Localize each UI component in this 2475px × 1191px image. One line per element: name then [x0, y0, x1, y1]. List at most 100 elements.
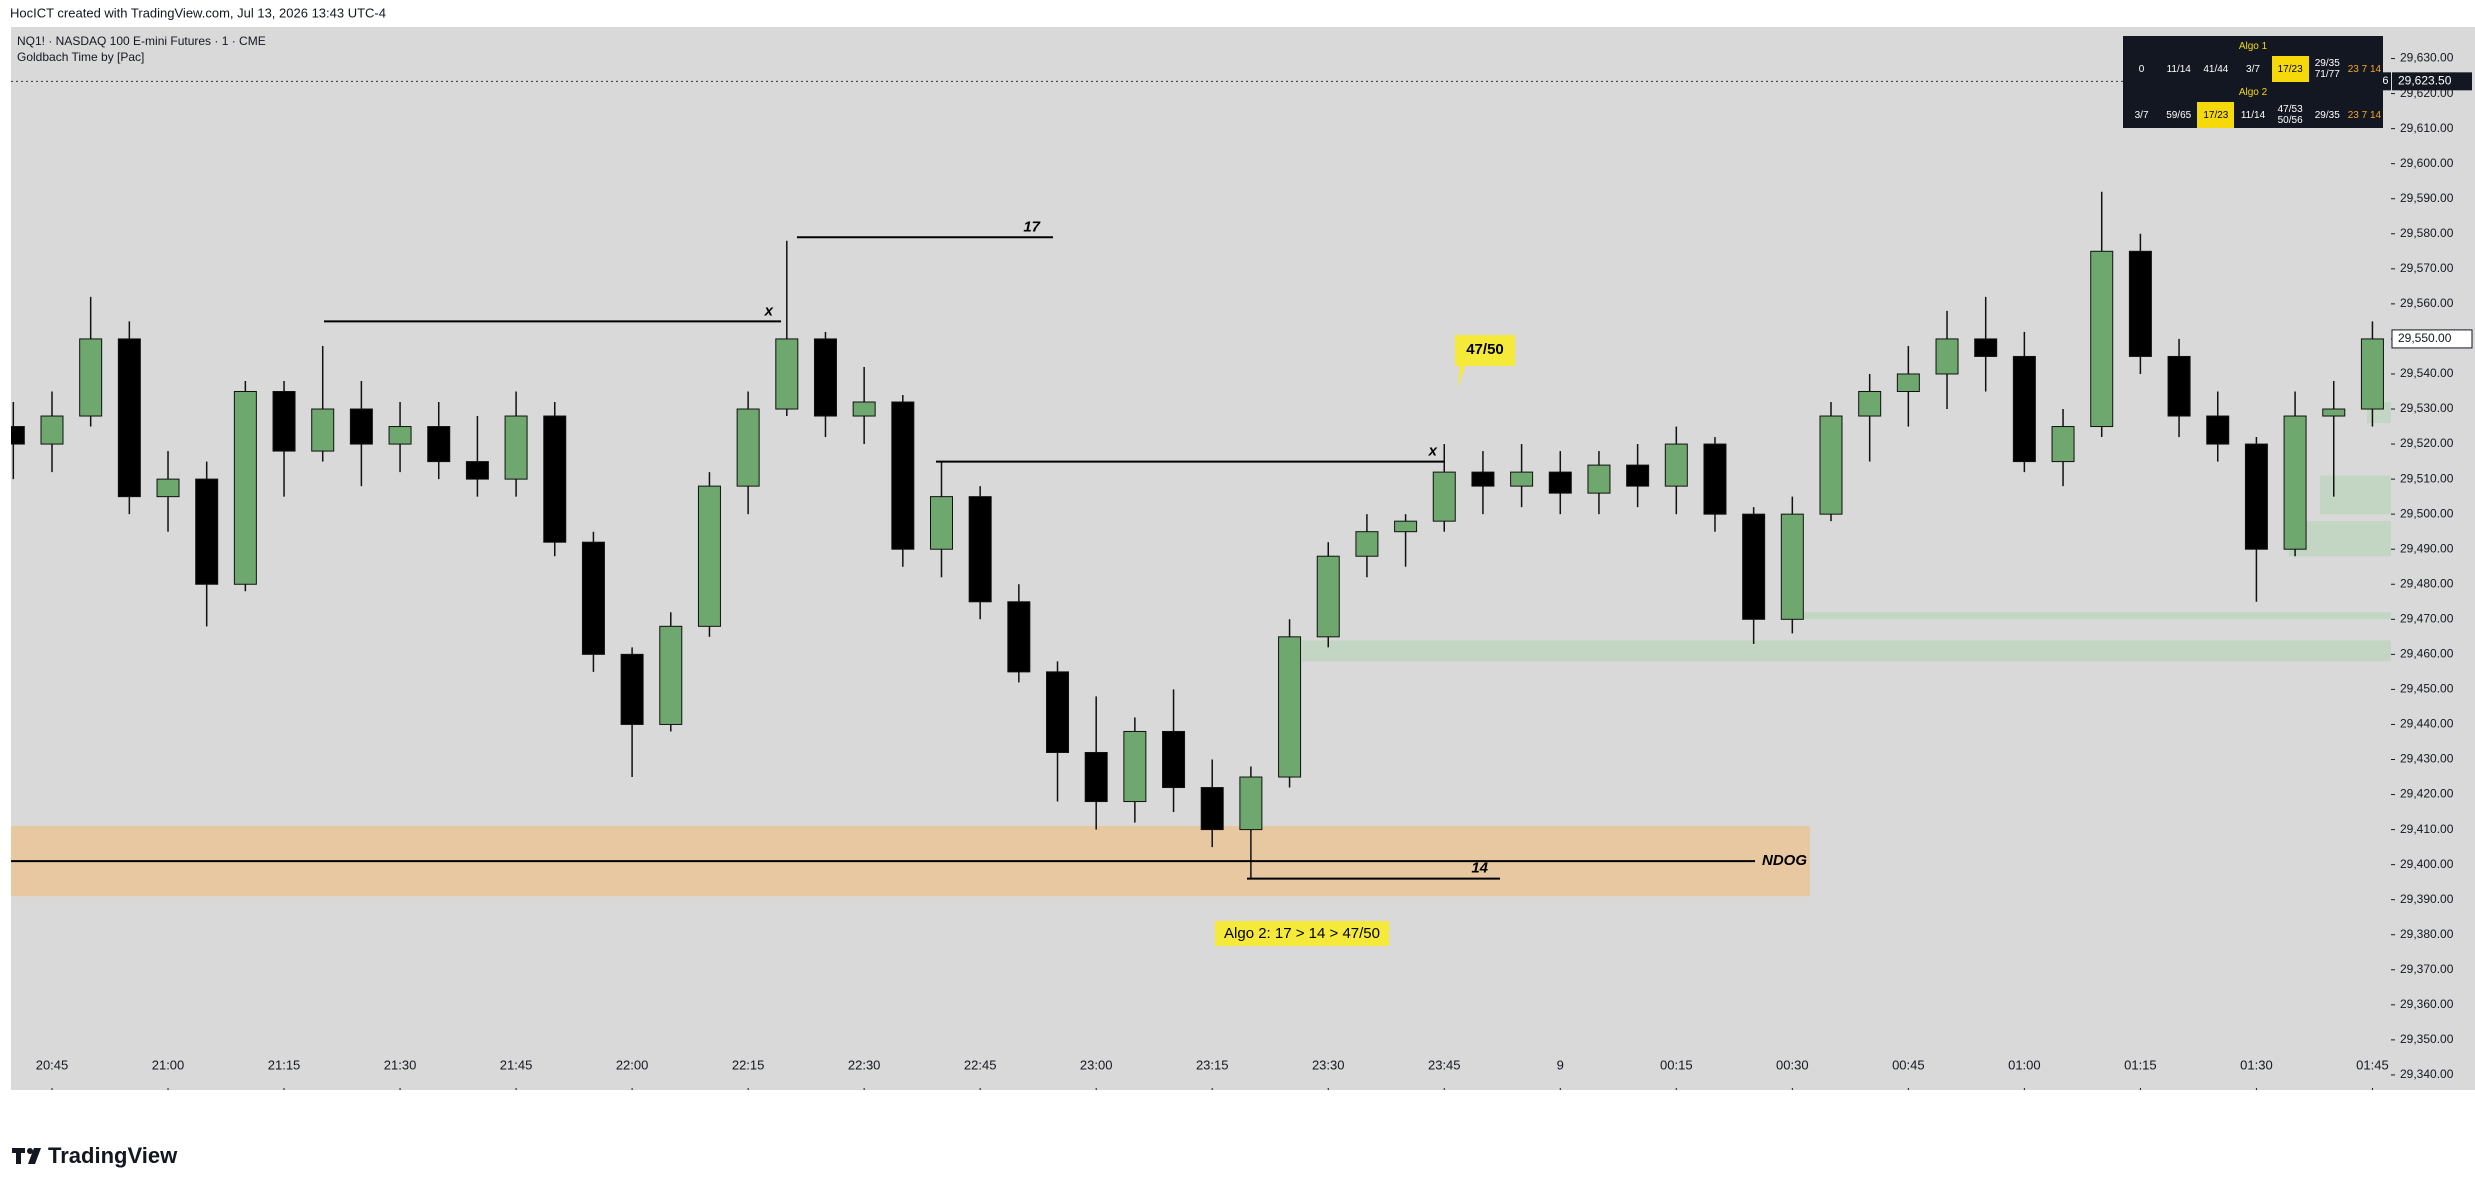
table-cell: 41/44 [2203, 63, 2229, 75]
candle-body [388, 426, 412, 445]
candle-body [891, 401, 915, 550]
candle-body [504, 415, 528, 480]
candle-body [1780, 513, 1804, 620]
callout-label: 47/50 [1466, 341, 1504, 358]
candle-body [1432, 471, 1456, 522]
candle-body [1896, 373, 1920, 392]
x-tick-label: 21:15 [268, 1057, 301, 1072]
table-row: 3/7 59/65 17/23 11/14 47/53 50/56 29/35 23 7 1… [2123, 102, 2383, 128]
candle-body [465, 461, 489, 480]
table-cell: Algo 2 [2238, 86, 2268, 98]
candle-body [697, 485, 721, 627]
table-cell: 47/53 50/56 [2277, 104, 2303, 126]
candle-body [1626, 464, 1650, 487]
candle-body [311, 408, 335, 452]
candle-body [233, 390, 257, 585]
candle-body [1046, 671, 1070, 753]
candle-body [1123, 730, 1147, 803]
table-cell: 29/35 [2314, 109, 2340, 121]
y-tick-label: 29,510.00 [2400, 471, 2454, 485]
candle-body [1974, 338, 1998, 357]
candle-body [1084, 751, 1108, 803]
table-cell: 11/14 [2166, 63, 2191, 75]
x-tick-label: 21:30 [384, 1057, 417, 1072]
candle-body [427, 426, 451, 463]
brand: TradingView [48, 1143, 178, 1168]
credit: HocICT created with TradingView.com, Jul… [10, 5, 386, 20]
level-label: 17 [1023, 218, 1040, 235]
candle-body [1858, 390, 1882, 417]
x-tick-label: 01:45 [2356, 1057, 2389, 1072]
x-tick-label: 21:00 [152, 1057, 185, 1072]
y-tick-label: 29,470.00 [2400, 611, 2454, 625]
y-tick-label: 29,490.00 [2400, 541, 2454, 555]
x-tick-label: 01:00 [2008, 1057, 2041, 1072]
x-tick-label: 23:30 [1312, 1057, 1345, 1072]
y-tick-label: 29,540.00 [2400, 366, 2454, 380]
candle-body [195, 478, 219, 585]
candle-body [813, 338, 837, 417]
symbol-legend: NQ1! · NASDAQ 100 E-mini Futures · 1 · C… [17, 34, 266, 48]
y-tick-label: 29,530.00 [2400, 401, 2454, 415]
candle-body [2244, 443, 2268, 550]
y-tick-label: 29,500.00 [2400, 506, 2454, 520]
candle-body [968, 496, 992, 603]
y-tick-label: 29,420.00 [2400, 787, 2454, 801]
candle-body [1935, 338, 1959, 375]
zone [1302, 640, 2391, 662]
x-tick-label: 01:30 [2240, 1057, 2273, 1072]
candle-body [929, 496, 953, 550]
level-label: x [1428, 443, 1438, 460]
candle-body [349, 408, 373, 445]
candle-body [852, 401, 876, 417]
candle-body [117, 338, 141, 498]
table-row: Algo 2 [2123, 82, 2383, 102]
candle-body [2051, 426, 2075, 463]
y-tick-label: 29,520.00 [2400, 436, 2454, 450]
candle-body [1664, 443, 1688, 487]
candle-body [1394, 520, 1418, 533]
candle-body [2322, 408, 2346, 417]
price-tag [2391, 329, 2473, 349]
x-tick-label: 9 [1557, 1057, 1564, 1072]
table-cell: Algo 1 [2238, 40, 2268, 52]
table-cell: 23 7 14 [2347, 109, 2382, 121]
table-row: 0 11/14 41/44 3/7 17/23 29/35 71/77 23 7 14 [2123, 56, 2383, 82]
candle-body [2090, 250, 2114, 428]
table-cell: 3/7 [2134, 109, 2149, 121]
note-box [1215, 921, 1389, 946]
candle-body [79, 338, 103, 417]
candle-body [1007, 601, 1031, 673]
price-tag-label: 29,623.50 [2398, 73, 2452, 87]
candle-body [2283, 415, 2307, 550]
candle-body [736, 408, 760, 487]
y-tick-label: 29,450.00 [2400, 682, 2454, 696]
logo: TradingView [12, 1143, 178, 1168]
note-label: Algo 2: 17 > 14 > 47/50 [1224, 925, 1380, 942]
indicator-table: Algo 1 0 11/14 41/44 3/7 17/23 29/35 71/77 23 7… [2123, 36, 2383, 128]
candle-body [156, 478, 180, 498]
x-tick-label: 22:30 [848, 1057, 881, 1072]
candle-body [1703, 443, 1727, 515]
candle-body [1200, 787, 1224, 831]
candle-body [1239, 776, 1263, 831]
candle-body [1162, 730, 1186, 789]
table-cell: 23 7 14 [2347, 63, 2382, 75]
overlay: 29,340.00 29,350.00 29,360.00 29,370.00 29,3… [11, 51, 2473, 1090]
candle-body [659, 625, 683, 725]
x-tick-label: 22:45 [964, 1057, 997, 1072]
table-cell: 11/14 [2240, 109, 2266, 121]
candle-body [2128, 250, 2152, 357]
table-row: Algo 1 [2123, 36, 2383, 56]
candle-body [1819, 415, 1843, 515]
y-tick-label: 29,480.00 [2400, 576, 2454, 590]
candle-body [620, 653, 644, 725]
table-cell: 59/65 [2166, 109, 2192, 121]
table-cell: 17/23 [2271, 56, 2309, 82]
price-tag-label: 29,550.00 [2398, 331, 2452, 345]
candle-body [1355, 531, 1379, 557]
candle-body [775, 338, 799, 410]
table-cell: 0 [2138, 63, 2145, 75]
candle-body [272, 390, 296, 452]
